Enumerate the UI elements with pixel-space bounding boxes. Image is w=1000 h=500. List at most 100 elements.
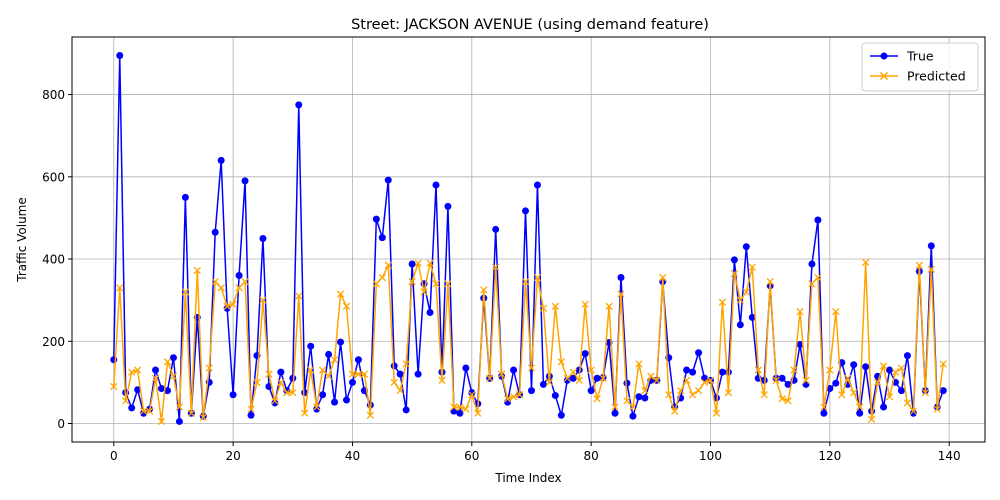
data-point-predicted (462, 405, 470, 413)
data-point-predicted (891, 368, 900, 376)
data-point-predicted (593, 395, 601, 403)
data-point-true (629, 412, 637, 420)
data-point-true (128, 404, 136, 412)
data-point-true (784, 380, 792, 388)
data-point-predicted (688, 391, 697, 399)
data-point-true (814, 216, 822, 224)
data-point-true (241, 177, 249, 185)
data-point-true (880, 403, 888, 411)
data-point-true (742, 243, 750, 251)
data-point-true (539, 380, 547, 388)
data-point-true (862, 363, 870, 371)
data-point-predicted (605, 302, 613, 310)
data-point-predicted (503, 395, 512, 403)
data-point-predicted (271, 397, 279, 405)
data-point-predicted (760, 391, 768, 399)
data-point-predicted (778, 395, 786, 403)
data-point-predicted (450, 403, 458, 411)
data-point-predicted (653, 376, 661, 384)
data-point-true (724, 368, 732, 376)
data-point-predicted (486, 374, 494, 382)
data-point-predicted (742, 288, 750, 296)
data-point-predicted (557, 358, 565, 366)
legend-label-true: True (906, 49, 934, 64)
data-point-true (211, 228, 219, 236)
data-point-predicted (187, 409, 196, 417)
data-point-true (522, 207, 530, 215)
data-point-true (390, 362, 398, 370)
data-point-true (331, 398, 339, 406)
data-point-true (939, 387, 947, 395)
data-point-true (718, 368, 726, 376)
x-tick-label: 40 (345, 449, 360, 463)
legend-label-predicted: Predicted (907, 69, 966, 84)
data-point-predicted (396, 386, 404, 395)
data-point-true (116, 52, 124, 60)
data-point-true (152, 366, 160, 374)
data-point-predicted (145, 407, 154, 415)
data-point-true (307, 342, 315, 350)
data-point-true (181, 193, 189, 201)
data-point-true (587, 387, 595, 395)
data-point-true (325, 350, 333, 358)
data-point-true (426, 308, 434, 316)
data-point-predicted (718, 298, 727, 306)
y-axis-label: Traffic Volume (15, 197, 29, 283)
data-point-predicted (527, 364, 536, 372)
data-point-predicted (784, 397, 792, 405)
data-point-true (820, 409, 828, 417)
data-point-predicted (474, 409, 482, 417)
data-point-true (683, 366, 691, 374)
data-point-predicted (700, 378, 709, 387)
data-point-true (623, 379, 631, 387)
data-point-predicted (515, 391, 524, 399)
data-point-predicted (110, 382, 118, 391)
data-point-predicted (915, 261, 924, 269)
data-point-true (348, 378, 356, 386)
data-point-predicted (856, 403, 864, 411)
data-point-predicted (706, 376, 715, 384)
data-point-true (856, 409, 864, 417)
data-point-predicted (229, 300, 237, 308)
data-point-predicted (671, 407, 679, 415)
data-point-true (886, 366, 894, 374)
data-point-true (575, 366, 583, 374)
data-point-predicted (629, 403, 637, 411)
data-point-predicted (826, 366, 834, 374)
data-point-predicted (730, 269, 739, 278)
data-point-true (402, 406, 410, 414)
data-point-predicted (879, 362, 888, 370)
data-point-true (551, 392, 559, 400)
data-point-true (903, 352, 911, 360)
data-point-predicted (635, 360, 643, 368)
data-point-true (689, 368, 697, 376)
data-point-true (492, 225, 500, 233)
data-point-predicted (909, 407, 918, 415)
data-point-predicted (623, 397, 631, 405)
data-point-predicted (139, 407, 148, 415)
data-point-predicted (677, 386, 685, 395)
data-point-predicted (390, 378, 398, 387)
data-point-predicted (420, 288, 428, 296)
data-point-predicted (581, 300, 589, 308)
data-point-predicted (480, 286, 488, 294)
data-point-true (462, 364, 470, 372)
data-point-true (163, 387, 171, 395)
data-point-predicted (133, 366, 142, 374)
data-point-true (760, 376, 768, 384)
data-point-true (235, 271, 243, 279)
data-point-predicted (569, 368, 577, 376)
data-point-predicted (897, 364, 906, 372)
data-point-predicted (492, 263, 500, 271)
data-point-predicted (253, 378, 261, 387)
data-point-predicted (157, 417, 166, 426)
data-point-predicted (372, 280, 380, 288)
data-point-predicted (838, 391, 846, 399)
data-point-predicted (432, 280, 440, 288)
data-point-true (527, 387, 535, 395)
data-point-true (695, 349, 703, 357)
data-point-predicted (342, 302, 351, 310)
data-point-predicted (933, 405, 941, 413)
data-point-true (510, 366, 518, 374)
